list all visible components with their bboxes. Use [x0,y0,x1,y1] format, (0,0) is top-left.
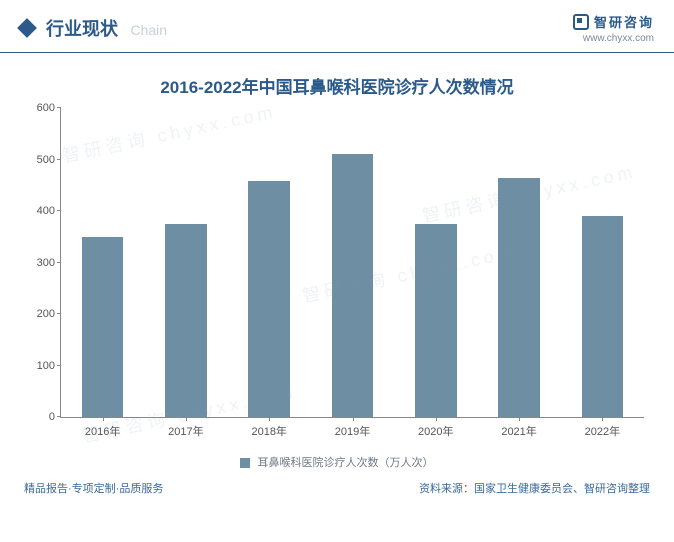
x-tick-label: 2022年 [585,423,620,439]
chart-bar [165,224,207,417]
header-subtitle: Chain [130,22,167,38]
header-title-wrap: 行业现状 Chain [46,15,167,41]
chart-area: 01002003004005006002016年2017年2018年2019年2… [60,108,644,448]
chart-bar [332,154,374,417]
legend-label: 耳鼻喉科医院诊疗人次数（万人次） [258,457,434,469]
x-tick-label: 2020年 [418,423,453,439]
header-bar: 行业现状 Chain 智研咨询 www.chyxx.com [0,0,674,53]
y-tick-label: 600 [21,102,55,114]
footer-right: 资料来源：国家卫生健康委员会、智研咨询整理 [419,480,650,496]
x-tick-label: 2018年 [251,423,286,439]
chart-bar [82,237,124,417]
chart-bar [415,224,457,417]
y-tick-label: 400 [21,205,55,217]
header-left: 行业现状 Chain [20,15,167,41]
y-tick-mark [57,210,61,211]
y-tick-mark [57,107,61,108]
header-title: 行业现状 [46,19,118,39]
brand-logo-icon [573,14,589,30]
brand-row: 智研咨询 [573,12,654,31]
y-tick-mark [57,262,61,263]
y-tick-label: 200 [21,308,55,320]
chart-bar [498,178,540,417]
y-tick-label: 500 [21,154,55,166]
diamond-icon [17,18,37,38]
y-tick-label: 300 [21,257,55,269]
x-tick-label: 2017年 [168,423,203,439]
footer-left: 精品报告·专项定制·品质服务 [24,480,163,496]
y-tick-mark [57,416,61,417]
chart-legend: 耳鼻喉科医院诊疗人次数（万人次） [0,454,674,470]
y-tick-mark [57,365,61,366]
footer: 精品报告·专项定制·品质服务 资料来源：国家卫生健康委员会、智研咨询整理 [0,470,674,496]
x-tick-mark [436,417,437,421]
x-tick-mark [519,417,520,421]
legend-swatch-icon [240,458,250,468]
brand-block: 智研咨询 www.chyxx.com [573,12,654,44]
x-tick-mark [269,417,270,421]
x-tick-mark [103,417,104,421]
x-tick-label: 2016年 [85,423,120,439]
chart-title: 2016-2022年中国耳鼻喉科医院诊疗人次数情况 [0,73,674,98]
y-tick-mark [57,159,61,160]
y-tick-label: 100 [21,360,55,372]
x-tick-mark [186,417,187,421]
x-tick-label: 2019年 [335,423,370,439]
brand-name: 智研咨询 [594,12,654,31]
x-tick-label: 2021年 [501,423,536,439]
x-tick-mark [353,417,354,421]
x-tick-mark [602,417,603,421]
chart-plot: 01002003004005006002016年2017年2018年2019年2… [60,108,644,418]
chart-bar [248,181,290,417]
y-tick-label: 0 [21,411,55,423]
chart-bar [582,216,624,417]
brand-url: www.chyxx.com [573,33,654,44]
y-tick-mark [57,313,61,314]
